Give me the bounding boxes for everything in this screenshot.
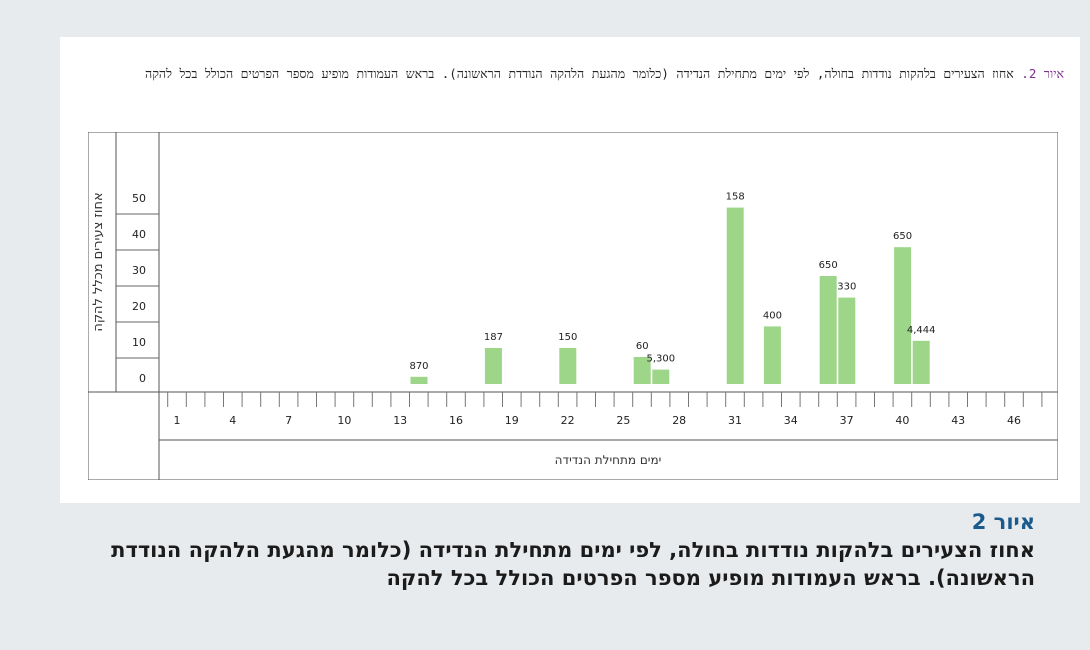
x-tick-label: 19 [505,414,519,427]
figure-caption: איור 2 אחוז הצעירים בלהקות נודדות בחולה,… [35,508,1035,592]
bar-value-label: 650 [819,260,838,271]
x-tick-label: 16 [449,414,463,427]
x-tick-label: 34 [784,414,798,427]
bars-group: 870 187 150 60 5,300 158 400 650 330 650 4,444 [409,192,936,384]
y-axis-label: אחוז צעירים מכלל להקה [91,192,106,331]
x-tick-label: 31 [728,414,742,427]
bar-value-label: 650 [893,231,912,242]
bar [652,369,670,384]
chart-frame [88,132,1058,480]
x-axis: 1 4 7 10 13 16 19 22 25 28 31 34 37 40 43 46 [167,392,1043,427]
x-tick-label: 1 [174,414,181,427]
bar-value-label: 60 [636,341,649,352]
bar [633,357,651,384]
y-tick-label: 40 [132,228,146,241]
x-tick-label: 25 [616,414,630,427]
bar-value-label: 5,300 [646,354,675,365]
x-tick-label: 37 [840,414,854,427]
bar-value-label: 870 [409,361,428,372]
bar-value-label: 400 [763,310,782,321]
bar-chart: אחוז צעירים מכלל להקה ימים מתחילת הנדידה… [88,132,1058,480]
y-tick-label: 10 [132,336,146,349]
bar [726,207,744,384]
y-axis: 0 10 20 30 40 50 [116,192,159,385]
figure-caption-text: אחוז הצעירים בלהקות נודדות בחולה, לפי ימ… [111,538,1035,590]
x-tick-label: 40 [895,414,909,427]
bar-value-label: 158 [726,192,745,203]
x-tick-label: 10 [337,414,351,427]
figure-inner-caption: איור 2. אחוז הצעירים בלהקות נודדות בחולה… [74,59,1064,88]
figure-label: איור 2 [971,510,1035,534]
bar-value-label: 150 [558,332,577,343]
bar [763,326,781,384]
y-tick-label: 30 [132,264,146,277]
x-tick-label: 46 [1007,414,1021,427]
bar [559,348,577,384]
x-tick-label: 28 [672,414,686,427]
y-tick-label: 0 [139,372,146,385]
x-tick-label: 22 [561,414,575,427]
x-tick-label: 13 [393,414,407,427]
y-tick-label: 20 [132,300,146,313]
x-axis-label: ימים מתחילת הנדידה [555,453,662,467]
bar [912,340,930,384]
x-tick-label: 4 [229,414,236,427]
bar-value-label: 187 [484,332,503,343]
x-tick-label: 7 [285,414,292,427]
bar [894,247,912,384]
bar [838,297,856,384]
bar [410,376,428,384]
inner-caption-label: איור 2. [1021,66,1064,81]
bar [819,276,837,384]
bar-value-label: 4,444 [907,325,936,336]
bar-value-label: 330 [837,282,856,293]
bar [484,348,502,384]
x-tick-label: 43 [951,414,965,427]
figure-card: איור 2. אחוז הצעירים בלהקות נודדות בחולה… [60,37,1080,503]
y-tick-label: 50 [132,192,146,205]
inner-caption-text: אחוז הצעירים בלהקות נודדות בחולה, לפי ימ… [145,66,1022,81]
